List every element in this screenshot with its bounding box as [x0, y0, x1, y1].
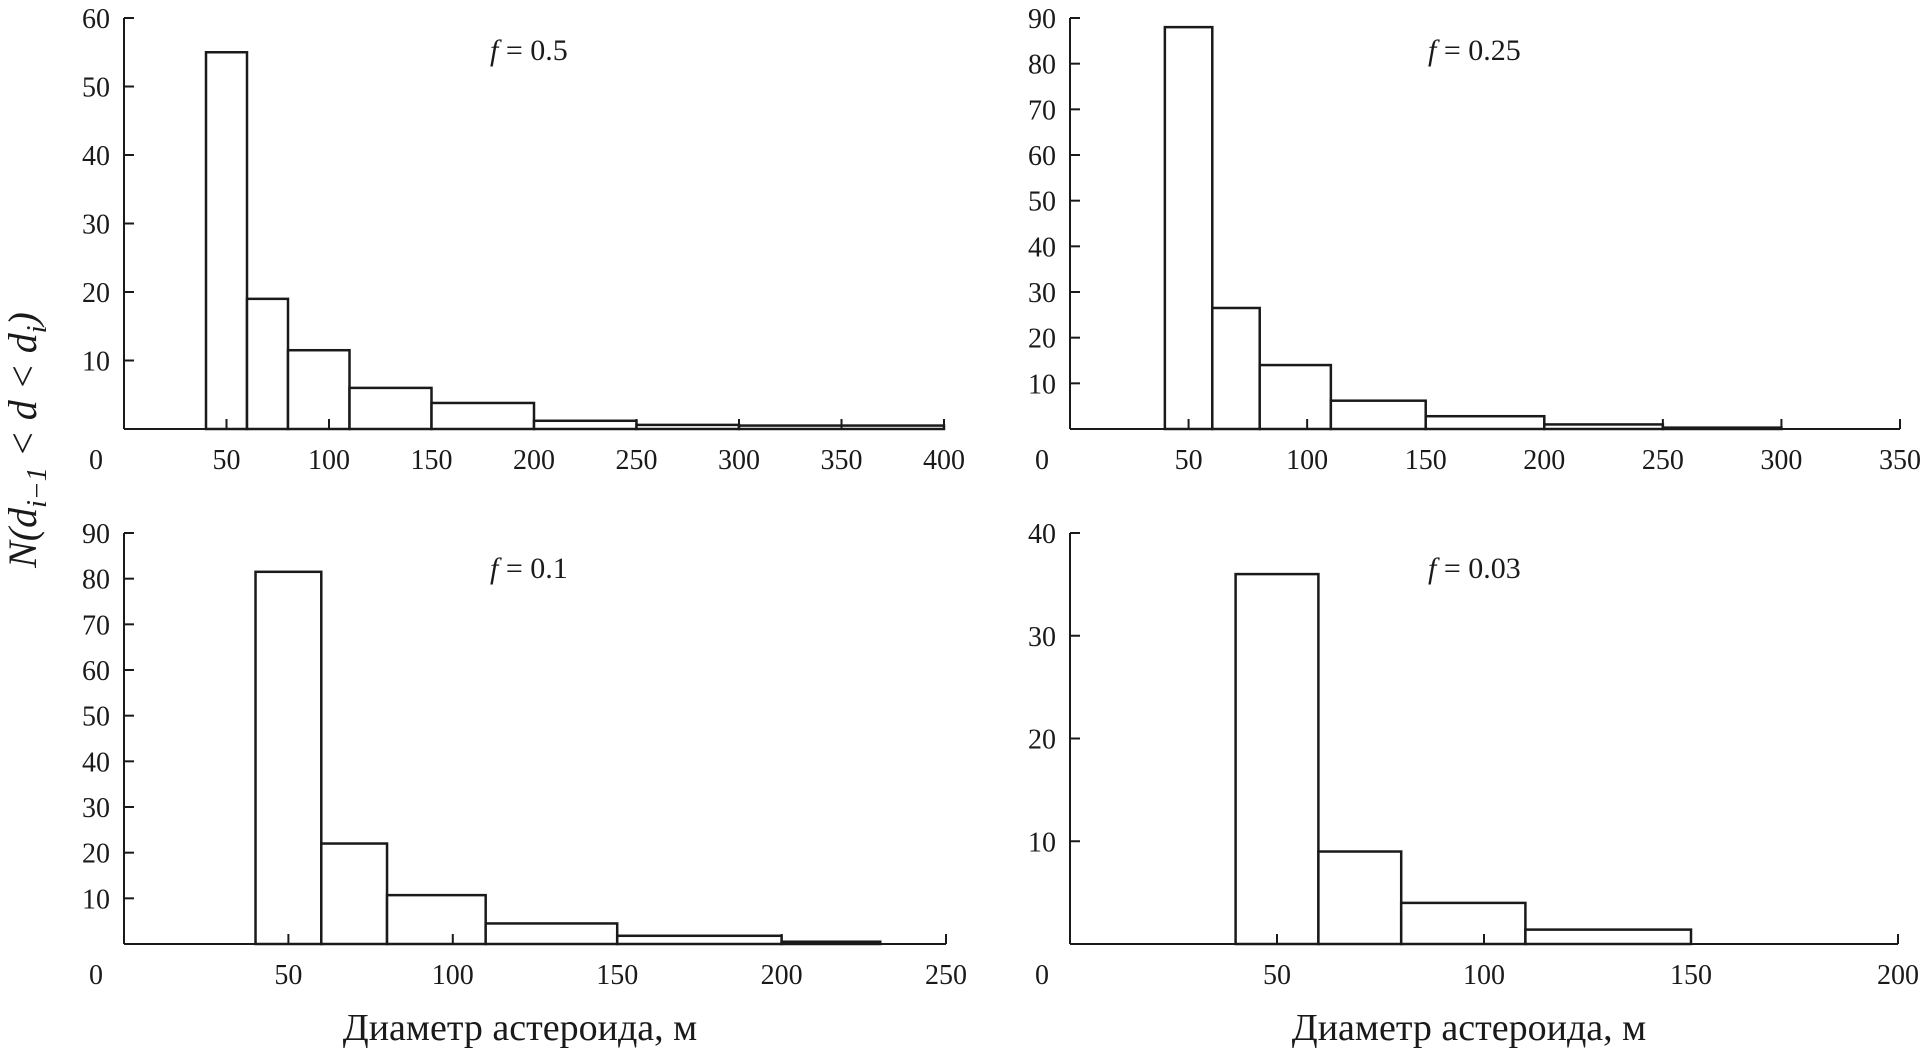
y-tick-label: 40	[1028, 232, 1056, 263]
y-tick-label: 30	[82, 210, 110, 241]
y-axis-title-prefix: N(d	[0, 507, 45, 569]
y-tick-label: 80	[82, 565, 110, 596]
y-tick-label: 60	[82, 656, 110, 687]
y-tick-label: 20	[1028, 725, 1056, 756]
f-value-label: f = 0.5	[490, 34, 568, 67]
y-tick-label: 20	[82, 278, 110, 309]
histogram-bar	[1163, 25, 1214, 431]
x-tick-label: 0	[89, 445, 103, 476]
histogram-bar	[1234, 572, 1320, 946]
y-tick-label: 40	[1028, 519, 1056, 550]
y-tick-label: 30	[1028, 278, 1056, 309]
y-tick-label: 10	[82, 884, 110, 915]
x-tick-label: 350	[821, 445, 863, 476]
x-tick-label: 100	[1463, 960, 1505, 991]
x-tick-label: 100	[308, 445, 350, 476]
x-tick-label: 350	[1879, 445, 1921, 476]
x-axis-title: Диаметр астероида, м	[343, 1007, 697, 1049]
y-tick-label: 20	[82, 839, 110, 870]
x-tick-label: 250	[616, 445, 658, 476]
x-tick-label: 100	[1286, 445, 1328, 476]
y-tick-label: 60	[82, 4, 110, 35]
x-tick-label: 150	[1405, 445, 1447, 476]
x-tick-label: 200	[513, 445, 555, 476]
histogram-bar	[1424, 414, 1546, 431]
f-value-label: f = 0.1	[490, 552, 568, 585]
y-tick-label: 60	[1028, 141, 1056, 172]
histogram-bar	[1399, 901, 1527, 946]
histogram-bar	[385, 893, 487, 946]
x-tick-label: 50	[1175, 445, 1203, 476]
y-tick-label: 50	[82, 702, 110, 733]
shared-y-axis-title: N(di−1 < d < di)	[0, 312, 53, 569]
x-tick-label: 250	[925, 960, 967, 991]
y-tick-label: 40	[82, 747, 110, 778]
x-tick-label: 150	[411, 445, 453, 476]
y-axis-title-suffix: )	[0, 312, 45, 327]
histogram-bar	[430, 401, 536, 431]
x-tick-label: 250	[1642, 445, 1684, 476]
x-tick-label: 200	[1877, 960, 1919, 991]
histogram-bar	[320, 842, 389, 946]
y-axis-title-middle: < d < d	[0, 332, 45, 467]
x-tick-label: 0	[1035, 445, 1049, 476]
x-tick-label: 0	[1035, 960, 1049, 991]
histogram-bar	[615, 934, 783, 946]
x-tick-label: 50	[1263, 960, 1291, 991]
y-axis-title-subscript-2: i	[22, 325, 53, 333]
x-tick-label: 200	[761, 960, 803, 991]
y-tick-label: 90	[1028, 4, 1056, 35]
histogram-bar	[1317, 850, 1403, 946]
histogram-panel-1: 0 50 100 150 200 250 300 350 400 10 20 30 40 50 60 f = …	[82, 4, 965, 476]
histogram-bar	[1211, 306, 1261, 431]
x-tick-label: 50	[213, 445, 241, 476]
x-tick-label: 0	[89, 960, 103, 991]
histogram-bar	[204, 51, 249, 431]
x-tick-label: 300	[718, 445, 760, 476]
f-value-label: f = 0.03	[1428, 552, 1521, 585]
x-tick-label: 150	[1670, 960, 1712, 991]
x-tick-label: 200	[1523, 445, 1565, 476]
histogram-panel-3: 0 50 100 150 200 250 10 20 30 40 50 60 70 80 90 f = 0.1…	[82, 519, 967, 1049]
y-tick-label: 80	[1028, 50, 1056, 81]
y-tick-label: 10	[82, 347, 110, 378]
x-tick-label: 50	[274, 960, 302, 991]
y-tick-label: 50	[1028, 187, 1056, 218]
histogram-bar	[532, 419, 638, 431]
histogram-bar	[286, 348, 351, 431]
histogram-panel-4: 0 50 100 150 200 10 20 30 40 f = 0.03 Диаметр асте…	[1028, 519, 1919, 1049]
histogram-bar	[348, 386, 433, 431]
x-tick-label: 100	[432, 960, 474, 991]
x-tick-label: 300	[1760, 445, 1802, 476]
f-value-label: f = 0.25	[1428, 34, 1521, 67]
histogram-bar	[1329, 399, 1427, 431]
histogram-bar	[254, 570, 323, 946]
histogram-bar	[245, 297, 290, 431]
y-axis-title-subscript-1: i−1	[22, 467, 53, 508]
y-tick-label: 90	[82, 519, 110, 550]
y-tick-label: 50	[82, 73, 110, 104]
y-tick-label: 70	[82, 610, 110, 641]
x-tick-label: 400	[923, 445, 965, 476]
y-tick-label: 10	[1028, 369, 1056, 400]
y-tick-label: 30	[82, 793, 110, 824]
x-tick-label: 150	[596, 960, 638, 991]
histogram-bar	[1258, 363, 1333, 431]
y-tick-label: 40	[82, 141, 110, 172]
y-tick-label: 20	[1028, 324, 1056, 355]
histogram-bar	[1524, 928, 1693, 946]
y-tick-label: 30	[1028, 622, 1056, 653]
y-tick-label: 70	[1028, 95, 1056, 126]
histogram-panel-2: 0 50 100 150 200 250 300 350 10 20 30 40 50 60 70 80 90 f…	[1028, 4, 1921, 476]
x-axis-title: Диаметр астероида, м	[1292, 1007, 1646, 1049]
histogram-bar	[484, 922, 619, 946]
y-tick-label: 10	[1028, 827, 1056, 858]
